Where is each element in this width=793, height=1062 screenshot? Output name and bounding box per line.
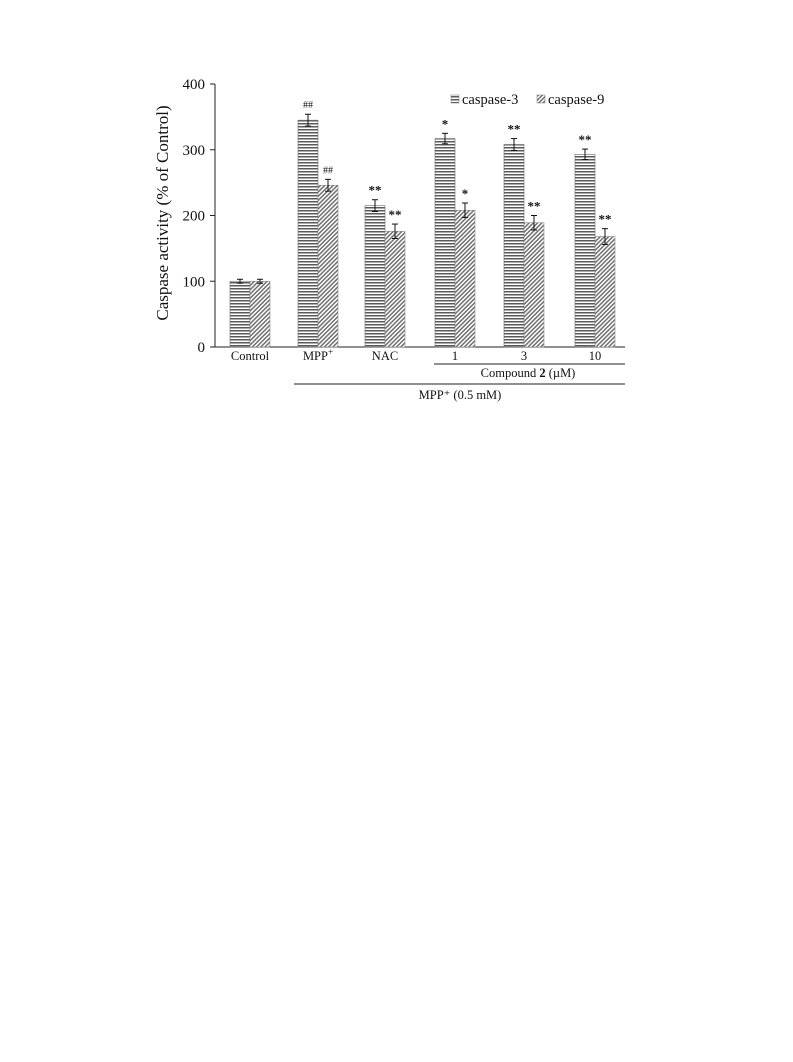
significance-marker: ** <box>369 183 382 198</box>
category-label: Control <box>231 349 270 363</box>
legend-label-caspase-9: caspase-9 <box>548 92 604 108</box>
significance-marker: ** <box>528 199 541 214</box>
category-label: NAC <box>372 349 398 363</box>
y-tick-label: 300 <box>183 143 206 159</box>
y-axis-label: Caspase activity (% of Control) <box>153 105 172 320</box>
bar-caspase-9-3 <box>454 209 476 348</box>
y-tick-label: 200 <box>183 209 206 225</box>
significance-marker: ## <box>303 100 313 111</box>
y-tick-label: 0 <box>198 340 206 356</box>
legend-label-caspase-3: caspase-3 <box>462 92 518 108</box>
category-label: 1 <box>452 349 458 363</box>
bar-caspase-9-1 <box>317 184 339 348</box>
bar-caspase-3-2 <box>364 205 386 348</box>
bar-caspase-3-3 <box>434 138 456 348</box>
bar-caspase-3-0 <box>229 280 251 348</box>
bar-caspase-9-5 <box>594 236 616 348</box>
significance-marker: ## <box>323 165 333 176</box>
significance-marker: ** <box>389 207 402 222</box>
compound-group-label: Compound 2 (µM) <box>481 366 576 380</box>
significance-marker: * <box>442 116 449 131</box>
y-tick-label: 100 <box>183 274 206 290</box>
y-tick-label: 400 <box>183 77 206 93</box>
legend-swatch-caspase-9 <box>536 94 546 104</box>
mpp-group-label: MPP⁺ (0.5 mM) <box>419 388 502 402</box>
legend-swatch-caspase-3 <box>450 94 460 104</box>
bar-caspase-9-2 <box>384 230 406 348</box>
bar-caspase-9-0 <box>249 280 271 348</box>
significance-marker: ** <box>579 132 592 147</box>
bar-caspase-9-4 <box>523 222 545 348</box>
category-label: 10 <box>589 349 602 363</box>
significance-marker: ** <box>508 122 521 137</box>
bar-caspase-3-1 <box>297 119 319 348</box>
category-label: MPP+ <box>303 347 333 363</box>
bar-caspase-3-5 <box>574 154 596 348</box>
category-label: 3 <box>521 349 527 363</box>
bar-caspase-3-4 <box>503 144 525 348</box>
significance-marker: ** <box>599 212 612 227</box>
significance-marker: * <box>462 186 469 201</box>
